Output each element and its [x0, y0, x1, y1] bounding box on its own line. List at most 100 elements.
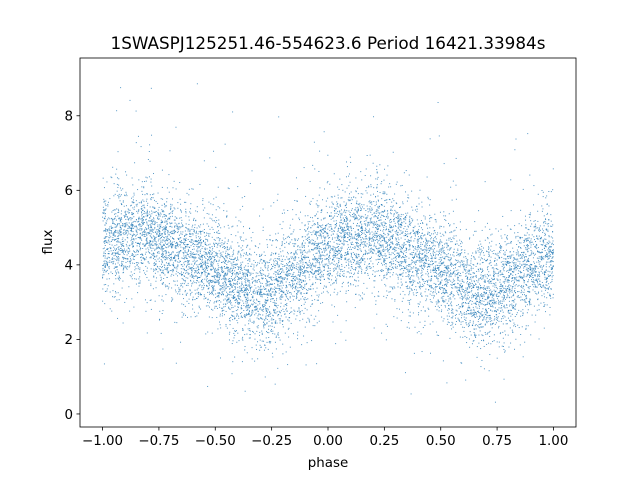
data-point — [244, 278, 246, 280]
data-point — [202, 200, 204, 202]
data-point — [188, 260, 190, 262]
data-point — [478, 302, 480, 304]
data-point — [267, 315, 269, 317]
data-point — [430, 287, 432, 289]
data-point — [185, 212, 187, 214]
data-point — [466, 292, 468, 294]
data-point — [426, 252, 428, 254]
data-point — [497, 317, 499, 319]
data-point — [242, 291, 244, 293]
data-point — [510, 315, 512, 317]
data-point — [411, 254, 413, 256]
data-point — [203, 283, 205, 285]
data-point — [248, 320, 250, 322]
data-point — [388, 291, 390, 293]
data-point — [343, 220, 345, 222]
data-point — [247, 302, 249, 304]
data-point — [222, 293, 224, 295]
data-point — [408, 219, 410, 221]
data-point — [319, 247, 321, 249]
data-point — [468, 271, 470, 273]
data-point — [492, 301, 494, 303]
data-point — [240, 316, 242, 318]
data-point — [465, 270, 467, 272]
data-point — [453, 251, 455, 253]
data-point — [249, 286, 251, 288]
data-point — [474, 292, 476, 294]
data-point — [397, 254, 399, 256]
data-point — [496, 298, 498, 300]
data-point — [502, 268, 504, 270]
data-point — [191, 253, 193, 255]
data-point — [216, 232, 218, 234]
data-point — [268, 320, 270, 322]
data-point — [301, 281, 303, 283]
data-point — [520, 292, 522, 294]
data-point — [278, 256, 280, 258]
data-point — [426, 262, 428, 264]
data-point — [443, 292, 445, 294]
data-point — [521, 225, 523, 227]
data-point — [253, 260, 255, 262]
data-point — [487, 294, 489, 296]
data-point — [551, 225, 553, 227]
data-point — [499, 252, 501, 254]
data-point — [377, 200, 379, 202]
data-point — [410, 254, 412, 256]
data-point — [185, 226, 187, 228]
data-point — [498, 307, 500, 309]
data-point — [474, 272, 476, 274]
data-point — [475, 311, 477, 313]
data-point — [342, 271, 344, 273]
data-point — [330, 224, 332, 226]
data-point — [383, 229, 385, 231]
data-point — [377, 258, 379, 260]
data-point — [221, 294, 223, 296]
data-point — [253, 290, 255, 292]
data-point — [395, 267, 397, 269]
data-point — [146, 224, 148, 226]
data-point — [208, 213, 210, 215]
data-point — [146, 332, 148, 334]
data-point — [339, 251, 341, 253]
data-point — [289, 265, 291, 267]
data-point — [527, 257, 529, 259]
data-point — [341, 184, 343, 186]
data-point — [108, 266, 110, 268]
data-point — [281, 228, 283, 230]
data-point — [179, 227, 181, 229]
data-point — [449, 232, 451, 234]
data-point — [371, 214, 373, 216]
data-point — [118, 257, 120, 259]
data-point — [302, 250, 304, 252]
data-point — [435, 270, 437, 272]
data-point — [379, 235, 381, 237]
data-point — [155, 268, 157, 270]
data-point — [420, 258, 422, 260]
data-point — [231, 343, 233, 345]
data-point — [425, 260, 427, 262]
data-point — [259, 255, 261, 257]
data-point — [192, 267, 193, 269]
data-point — [475, 230, 477, 232]
data-point — [312, 231, 314, 233]
data-point — [378, 251, 380, 253]
data-point — [429, 218, 431, 220]
data-point — [348, 239, 350, 241]
data-point — [418, 245, 420, 247]
data-point — [403, 244, 405, 246]
data-point — [460, 321, 462, 323]
data-point — [159, 215, 161, 217]
data-point — [197, 240, 199, 242]
data-point — [437, 299, 439, 301]
data-point — [239, 293, 241, 295]
data-point — [256, 348, 258, 350]
data-point — [112, 252, 114, 254]
data-point — [541, 282, 543, 283]
data-point — [356, 241, 358, 243]
data-point — [412, 219, 414, 221]
data-point — [386, 193, 388, 195]
data-point — [332, 245, 334, 247]
data-point — [123, 250, 125, 252]
data-point — [488, 246, 490, 248]
